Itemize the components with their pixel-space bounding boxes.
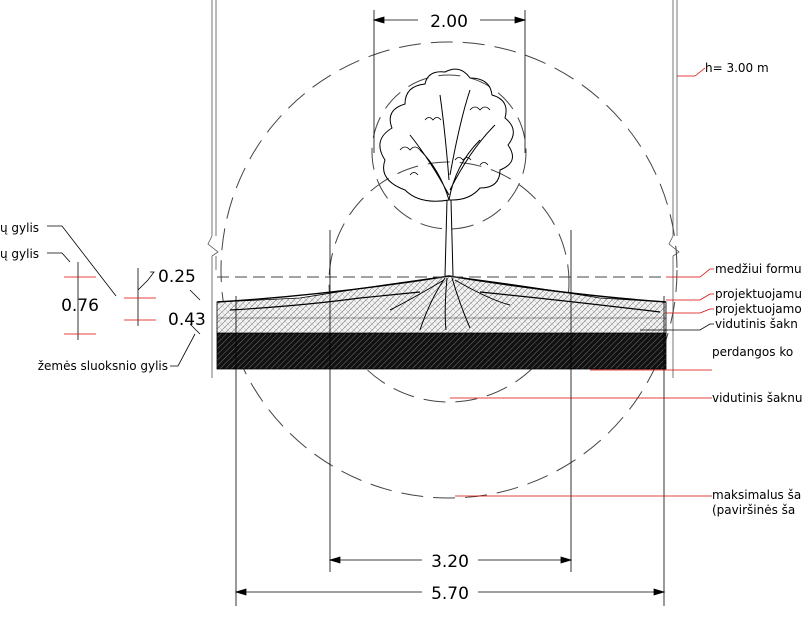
slab-label: perdangos ko [712,345,793,359]
left-label-2: ų gylis [0,247,39,261]
tree-trunk [444,199,454,277]
left-depth-dimensions [47,225,201,367]
max-root-label-line1: maksimalus ša [712,488,801,502]
max-root-circle [220,41,678,499]
depth-mid-label: 0.43 [168,310,206,330]
slab-layer [216,332,667,370]
root-zone-circles [220,41,678,499]
projected-label-1: projektuojamu [715,287,802,301]
tree-roots [389,277,511,331]
inner-span-label: 3.20 [431,552,469,572]
depth-top-label: 0.25 [158,267,196,287]
projected-label-2: projektuojamo [715,302,802,316]
height-label: h= 3.00 m [705,61,769,75]
tree-formation-label: medžiui formu [715,262,802,276]
right-wall [668,0,680,378]
avg-root-label-2: vidutinis šaknu [712,391,802,405]
bottom-dimensions [234,230,666,606]
soil-layer-depth-label: žemės sluoksnio gylis [38,359,168,373]
avg-root-label-1: vidutinis šakn [715,317,798,331]
crown-width-label: 2.00 [430,12,468,32]
tree-crown [379,68,514,202]
right-leaders [450,268,714,497]
max-root-label-line2: (paviršinės ša [712,503,795,517]
soil-layers [216,275,667,370]
left-wall [207,0,219,378]
avg-root-circle [328,161,570,403]
outer-span-label: 5.70 [431,584,469,604]
depth-total-label: 0.76 [61,296,99,316]
crown-circle [371,74,527,230]
crown-width-dimension [372,10,527,153]
left-label-1: ų gylis [0,221,39,235]
height-leader [677,67,706,77]
mound-line [216,275,667,303]
tree [379,68,514,331]
